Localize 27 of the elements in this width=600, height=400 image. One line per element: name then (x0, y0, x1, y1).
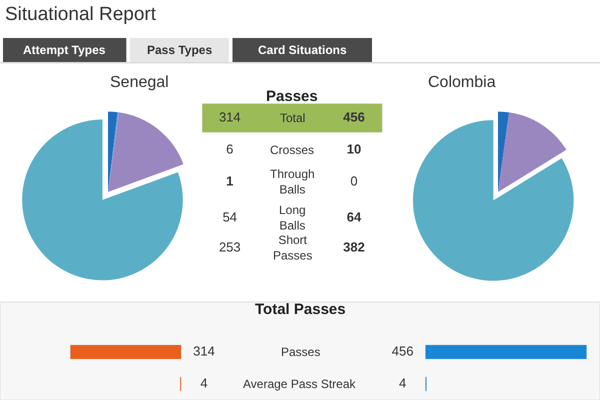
data-label: 314 (218, 109, 241, 124)
data-label: 4 (200, 375, 208, 390)
category-label: Short Passes (273, 233, 312, 263)
data-label: 456 (392, 343, 414, 358)
category-label: Long Balls (279, 203, 306, 233)
category-label: Total (280, 111, 306, 125)
data-label: 456 (343, 109, 365, 124)
chart-title: Colombia (428, 74, 496, 91)
chart-title: Senegal (110, 74, 169, 91)
data-label: 6 (226, 141, 234, 156)
text: Total Passes (255, 301, 346, 318)
data-label: 0 (350, 173, 358, 188)
text: Pass Types (147, 43, 212, 57)
data-label: 382 (343, 239, 365, 254)
category-label: Crosses (270, 143, 314, 157)
data-label: 1 (226, 173, 234, 188)
data-label: 314 (193, 343, 215, 358)
y-tick-label: Average Pass Streak (243, 377, 357, 391)
text: Attempt Types (23, 43, 106, 57)
data-label: 4 (398, 375, 406, 390)
text: Situational Report (5, 4, 157, 25)
data-label: 10 (346, 141, 362, 156)
data-label: 54 (222, 209, 238, 224)
category-label: Through Balls (270, 167, 315, 197)
data-label: 253 (218, 239, 241, 254)
data-label: 64 (346, 209, 362, 224)
text: Card Situations (258, 43, 347, 57)
